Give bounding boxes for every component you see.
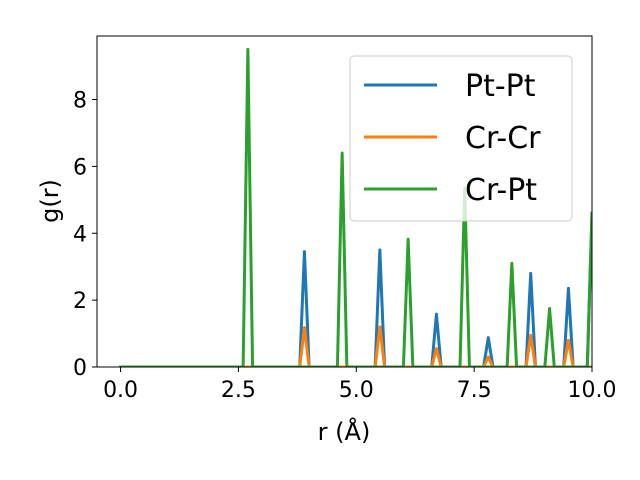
y-tick-label: 6	[73, 155, 87, 180]
x-tick-label: 0.0	[103, 378, 138, 403]
x-tick-label: 5.0	[339, 378, 374, 403]
x-tick-label: 7.5	[457, 378, 492, 403]
legend-box	[349, 55, 573, 222]
x-tick-label: 2.5	[221, 378, 256, 403]
x-tick-label: 10.0	[568, 378, 617, 403]
legend: Pt-Pt Cr-Cr Cr-Pt	[349, 55, 573, 222]
y-axis-label: g(r)	[36, 179, 64, 223]
legend-label-cr-cr: Cr-Cr	[465, 121, 541, 156]
plot-area	[119, 47, 592, 367]
x-axis-label: r (Å)	[318, 417, 371, 446]
y-tick-label: 4	[73, 222, 87, 247]
series-lines	[119, 47, 592, 367]
axes-frame	[96, 35, 593, 368]
y-tick-label: 2	[73, 289, 87, 314]
series-line-cr-pt	[119, 47, 592, 367]
legend-label-pt-pt: Pt-Pt	[465, 69, 536, 104]
legend-label-cr-pt: Cr-Pt	[465, 173, 537, 208]
axes: 0.0 2.5 5.0 7.5 10.0 0 2 4 6 8	[73, 35, 617, 403]
y-tick-label: 8	[73, 89, 87, 114]
y-tick-label: 0	[73, 356, 87, 381]
